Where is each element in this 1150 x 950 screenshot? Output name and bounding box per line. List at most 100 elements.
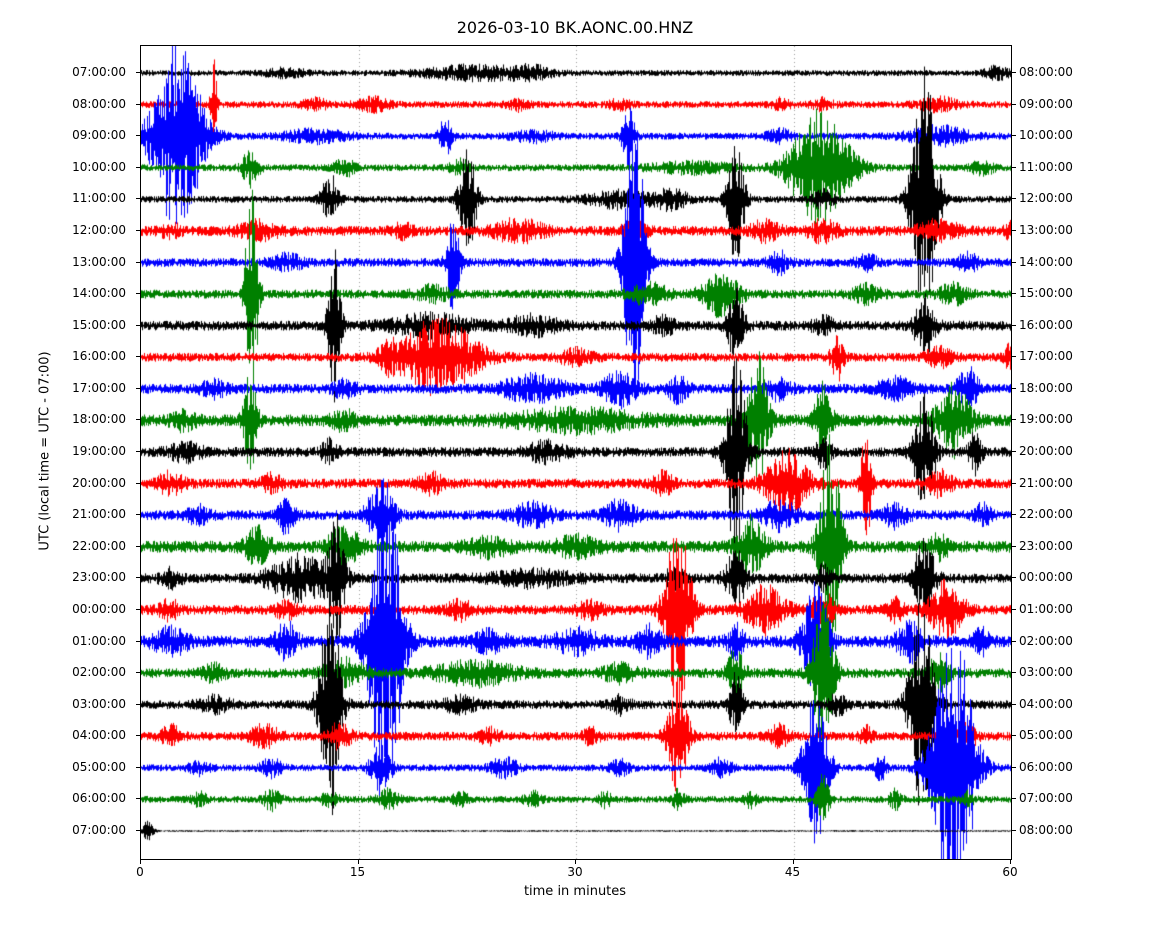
- axis-tick-mark: [1012, 830, 1016, 831]
- axis-tick-mark: [136, 546, 140, 547]
- axis-tick-mark: [1012, 419, 1016, 420]
- axis-tick-mark: [1012, 609, 1016, 610]
- utc-tick-label: 10:00:00: [72, 159, 126, 174]
- utc-tick-label: 02:00:00: [72, 665, 126, 680]
- axis-tick-mark: [1012, 798, 1016, 799]
- axis-tick-mark: [793, 860, 794, 864]
- axis-tick-mark: [1012, 262, 1016, 263]
- axis-tick-mark: [136, 325, 140, 326]
- utc-tick-label: 00:00:00: [72, 601, 126, 616]
- local-tick-label: 19:00:00: [1019, 412, 1073, 427]
- utc-tick-label: 19:00:00: [72, 444, 126, 458]
- axis-tick-mark: [136, 672, 140, 673]
- axis-tick-mark: [1012, 167, 1016, 168]
- axis-tick-mark: [575, 860, 576, 864]
- axis-tick-mark: [136, 767, 140, 768]
- utc-tick-label: 21:00:00: [72, 507, 126, 522]
- axis-tick-mark: [1012, 767, 1016, 768]
- axis-tick-mark: [1012, 704, 1016, 705]
- utc-tick-label: 13:00:00: [72, 254, 126, 269]
- local-tick-label: 08:00:00: [1019, 823, 1073, 837]
- axis-tick-mark: [1012, 577, 1016, 578]
- axis-tick-mark: [136, 198, 140, 199]
- axis-tick-mark: [1012, 104, 1016, 105]
- utc-tick-label: 12:00:00: [72, 222, 126, 237]
- axis-tick-mark: [136, 135, 140, 136]
- x-tick-label: 15: [349, 865, 366, 879]
- axis-tick-mark: [136, 641, 140, 642]
- x-tick-label: 45: [784, 865, 801, 879]
- axis-tick-mark: [136, 798, 140, 799]
- utc-tick-label: 20:00:00: [72, 475, 126, 490]
- axis-tick-mark: [1012, 198, 1016, 199]
- local-tick-label: 01:00:00: [1019, 601, 1073, 616]
- axis-tick-mark: [136, 262, 140, 263]
- utc-tick-label: 18:00:00: [72, 412, 126, 427]
- axis-tick-mark: [1012, 672, 1016, 673]
- axis-tick-mark: [1012, 135, 1016, 136]
- local-tick-label: 15:00:00: [1019, 286, 1073, 301]
- axis-tick-mark: [1012, 230, 1016, 231]
- axis-tick-mark: [136, 830, 140, 831]
- x-axis-label: time in minutes: [523, 884, 627, 899]
- axis-tick-mark: [136, 483, 140, 484]
- utc-tick-label: 04:00:00: [72, 728, 126, 743]
- axis-tick-mark: [1012, 735, 1016, 736]
- local-tick-label: 00:00:00: [1019, 570, 1073, 585]
- axis-tick-mark: [1012, 388, 1016, 389]
- axis-tick-mark: [136, 451, 140, 452]
- local-tick-label: 08:00:00: [1019, 65, 1073, 79]
- local-tick-label: 17:00:00: [1019, 349, 1073, 364]
- axis-tick-mark: [136, 388, 140, 389]
- axis-tick-mark: [1012, 514, 1016, 515]
- local-tick-label: 13:00:00: [1019, 222, 1073, 237]
- axis-tick-mark: [1012, 451, 1016, 452]
- utc-axis: 07:00:00 08:00:00 09:00:00 10:00:00 11:00:00…: [0, 0, 133, 950]
- waveform-canvas: [141, 46, 1011, 859]
- utc-tick-label: 14:00:00: [72, 286, 126, 301]
- axis-tick-mark: [1012, 356, 1016, 357]
- local-tick-label: 06:00:00: [1019, 759, 1073, 774]
- local-tick-label: 18:00:00: [1019, 380, 1073, 395]
- axis-tick-mark: [136, 72, 140, 73]
- axis-tick-mark: [1012, 293, 1016, 294]
- local-tick-label: 20:00:00: [1019, 444, 1073, 458]
- axis-tick-mark: [136, 609, 140, 610]
- chart-title: 2026-03-10 BK.AONC.00.HNZ: [456, 18, 694, 37]
- axis-tick-mark: [136, 104, 140, 105]
- local-tick-label: 05:00:00: [1019, 728, 1073, 743]
- axis-tick-mark: [136, 293, 140, 294]
- axis-tick-mark: [136, 735, 140, 736]
- utc-tick-label: 07:00:00: [72, 65, 126, 79]
- local-tick-label: 02:00:00: [1019, 633, 1073, 648]
- utc-tick-label: 01:00:00: [72, 633, 126, 648]
- utc-tick-label: 22:00:00: [72, 538, 126, 553]
- local-tick-label: 16:00:00: [1019, 317, 1073, 332]
- axis-tick-mark: [1012, 325, 1016, 326]
- local-tick-label: 21:00:00: [1019, 475, 1073, 490]
- axis-tick-mark: [140, 860, 141, 864]
- local-tick-label: 04:00:00: [1019, 696, 1073, 711]
- axis-tick-mark: [136, 704, 140, 705]
- utc-tick-label: 16:00:00: [72, 349, 126, 364]
- axis-tick-mark: [1012, 483, 1016, 484]
- x-tick-label: 60: [1002, 865, 1018, 879]
- local-tick-label: 12:00:00: [1019, 191, 1073, 206]
- utc-tick-label: 17:00:00: [72, 380, 126, 395]
- axis-tick-mark: [1010, 860, 1011, 864]
- utc-tick-label: 07:00:00: [72, 823, 126, 837]
- axis-tick-mark: [136, 167, 140, 168]
- utc-tick-label: 08:00:00: [72, 96, 126, 111]
- x-tick-label: 0: [136, 865, 144, 879]
- axis-tick-mark: [1012, 72, 1016, 73]
- axis-tick-mark: [136, 230, 140, 231]
- local-tick-label: 03:00:00: [1019, 665, 1073, 680]
- local-tick-label: 10:00:00: [1019, 128, 1073, 143]
- local-tick-label: 14:00:00: [1019, 254, 1073, 269]
- axis-tick-mark: [136, 419, 140, 420]
- utc-tick-label: 11:00:00: [72, 191, 126, 206]
- local-tick-label: 09:00:00: [1019, 96, 1073, 111]
- local-tick-label: 11:00:00: [1019, 159, 1073, 174]
- utc-tick-label: 15:00:00: [72, 317, 126, 332]
